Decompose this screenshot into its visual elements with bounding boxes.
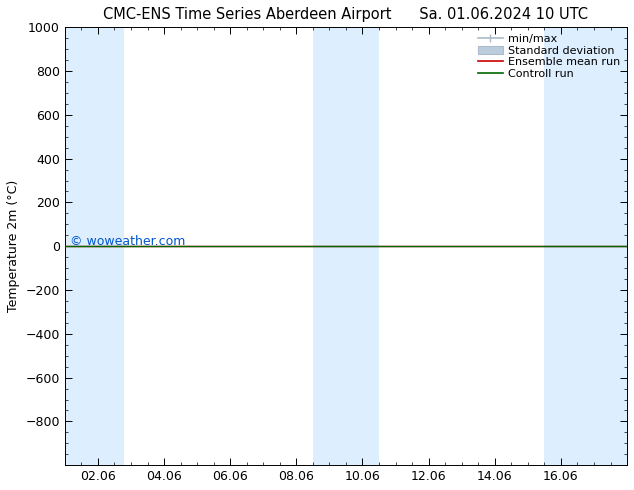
Title: CMC-ENS Time Series Aberdeen Airport      Sa. 01.06.2024 10 UTC: CMC-ENS Time Series Aberdeen Airport Sa.… — [103, 7, 588, 22]
Bar — [545, 27, 627, 465]
Y-axis label: Temperature 2m (°C): Temperature 2m (°C) — [7, 180, 20, 312]
Bar — [65, 27, 124, 465]
Bar — [313, 27, 379, 465]
Legend: min/max, Standard deviation, Ensemble mean run, Controll run: min/max, Standard deviation, Ensemble me… — [475, 30, 624, 82]
Text: © woweather.com: © woweather.com — [70, 235, 185, 248]
